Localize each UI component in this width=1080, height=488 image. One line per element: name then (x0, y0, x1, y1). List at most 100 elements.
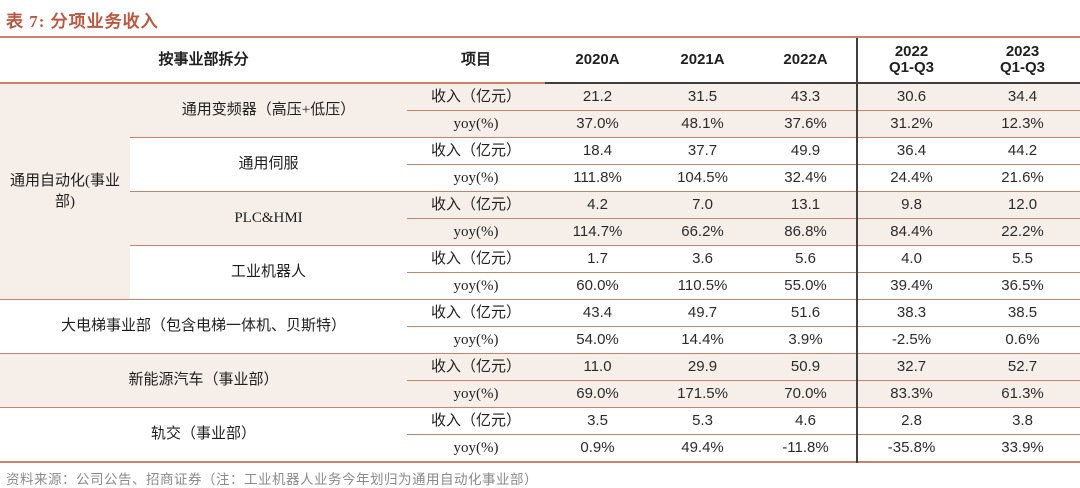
value-cell: 5.5 (965, 245, 1080, 273)
value-cell: 14.4% (650, 326, 756, 354)
metric-label-yoy: yoy(%) (407, 272, 546, 300)
value-cell: 37.6% (755, 110, 858, 138)
table-row: 通用伺服 收入（亿元） 18.4 37.7 49.9 36.4 44.2 (0, 137, 1080, 192)
table-row: PLC&HMI 收入（亿元） 4.2 7.0 13.1 9.8 12.0 (0, 191, 1080, 246)
value-cell: 13.1 (755, 191, 858, 219)
source-note: 资料来源：公司公告、招商证券（注：工业机器人业务今年划归为通用自动化事业部） (6, 472, 538, 487)
table-row: yoy(%) 54.0% 14.4% 3.9% -2.5% 0.6% (0, 326, 1080, 354)
metric-label-yoy: yoy(%) (407, 434, 546, 462)
value-cell: 38.5 (965, 299, 1080, 327)
value-cell: 3.6 (650, 245, 756, 273)
table-row: 工业机器人 收入（亿元） 1.7 3.6 5.6 4.0 5.5 (0, 245, 1080, 300)
metric-label-yoy: yoy(%) (407, 164, 546, 192)
value-cell: 104.5% (650, 164, 756, 192)
value-cell: 37.0% (545, 110, 651, 138)
value-cell: 22.2% (965, 218, 1080, 246)
segment-label-servo: 通用伺服 (130, 137, 408, 192)
value-cell: 3.8 (965, 407, 1080, 435)
table-row: yoy(%) 69.0% 171.5% 70.0% 83.3% 61.3% (0, 380, 1080, 408)
value-cell: 21.2 (545, 83, 651, 111)
value-cell: 49.4% (650, 434, 756, 462)
value-cell: 84.4% (856, 218, 966, 246)
value-cell: 4.0 (856, 245, 966, 273)
value-cell: 114.7% (545, 218, 651, 246)
value-cell: 51.6 (755, 299, 858, 327)
segment-label-elevator: 大电梯事业部（包含电梯一体机、贝斯特） (0, 299, 408, 354)
value-cell: 70.0% (755, 380, 858, 408)
segment-label-rail: 轨交（事业部） (0, 407, 408, 462)
value-cell: 37.7 (650, 137, 756, 165)
value-cell: 0.6% (965, 326, 1080, 354)
value-cell: 2.8 (856, 407, 966, 435)
metric-label-revenue: 收入（亿元） (407, 407, 546, 435)
value-cell: 83.3% (856, 380, 966, 408)
value-cell: 12.3% (965, 110, 1080, 138)
value-cell: 38.3 (856, 299, 966, 327)
table-title: 表 7: 分项业务收入 (0, 0, 1080, 38)
metric-label-yoy: yoy(%) (407, 110, 546, 138)
header-row: 按事业部拆分 项目 2020A 2021A 2022A 2022 Q1-Q3 2… (0, 38, 1080, 84)
revenue-table: 按事业部拆分 项目 2020A 2021A 2022A 2022 Q1-Q3 2… (0, 38, 1080, 463)
value-cell: 21.6% (965, 164, 1080, 192)
value-cell: 5.6 (755, 245, 858, 273)
value-cell: 111.8% (545, 164, 651, 192)
header-cell-item: 项目 (407, 38, 546, 84)
value-cell: -2.5% (856, 326, 966, 354)
segment-label-robot: 工业机器人 (130, 245, 408, 300)
table-row: 轨交（事业部） 收入（亿元） 3.5 5.3 4.6 2.8 3.8 (0, 407, 1080, 462)
table-row: 大电梯事业部（包含电梯一体机、贝斯特） 收入（亿元） 43.4 49.7 51.… (0, 299, 1080, 354)
value-cell: 29.9 (650, 353, 756, 381)
header-cell-2022a: 2022A (755, 38, 858, 84)
value-cell: 69.0% (545, 380, 651, 408)
value-cell: 33.9% (965, 434, 1080, 462)
value-cell: 48.1% (650, 110, 756, 138)
metric-label-revenue: 收入（亿元） (407, 83, 546, 111)
group-label-automation: 通用自动化(事业部) (0, 83, 130, 300)
metric-label-revenue: 收入（亿元） (407, 137, 546, 165)
value-cell: 12.0 (965, 191, 1080, 219)
segment-label-nev: 新能源汽车（事业部） (0, 353, 408, 408)
header-cell-2022q1q3: 2022 Q1-Q3 (856, 38, 966, 84)
value-cell: 66.2% (650, 218, 756, 246)
value-cell: 3.9% (755, 326, 858, 354)
value-cell: 86.8% (755, 218, 858, 246)
header-cell-2021a: 2021A (650, 38, 756, 84)
header-2022q-period: Q1-Q3 (889, 59, 935, 76)
value-cell: -35.8% (856, 434, 966, 462)
metric-label-revenue: 收入（亿元） (407, 353, 546, 381)
value-cell: 31.2% (856, 110, 966, 138)
table-row: yoy(%) 37.0% 48.1% 37.6% 31.2% 12.3% (0, 110, 1080, 138)
header-2023q-period: Q1-Q3 (1000, 59, 1046, 76)
header-cell-2020a: 2020A (545, 38, 651, 84)
value-cell: 61.3% (965, 380, 1080, 408)
value-cell: 39.4% (856, 272, 966, 300)
metric-label-revenue: 收入（亿元） (407, 299, 546, 327)
value-cell: 60.0% (545, 272, 651, 300)
metric-label-yoy: yoy(%) (407, 218, 546, 246)
value-cell: 4.2 (545, 191, 651, 219)
table-row: yoy(%) 60.0% 110.5% 55.0% 39.4% 36.5% (0, 272, 1080, 300)
value-cell: 4.6 (755, 407, 858, 435)
header-2023q-year: 2023 (1005, 42, 1040, 60)
value-cell: 24.4% (856, 164, 966, 192)
value-cell: 9.8 (856, 191, 966, 219)
value-cell: 49.7 (650, 299, 756, 327)
metric-label-yoy: yoy(%) (407, 326, 546, 354)
metric-label-yoy: yoy(%) (407, 380, 546, 408)
value-cell: 52.7 (965, 353, 1080, 381)
value-cell: -11.8% (755, 434, 858, 462)
metric-label-revenue: 收入（亿元） (407, 191, 546, 219)
value-cell: 30.6 (856, 83, 966, 111)
header-cell-split: 按事业部拆分 (0, 38, 408, 84)
value-cell: 171.5% (650, 380, 756, 408)
value-cell: 110.5% (650, 272, 756, 300)
value-cell: 43.3 (755, 83, 858, 111)
table-row: yoy(%) 111.8% 104.5% 32.4% 24.4% 21.6% (0, 164, 1080, 192)
header-cell-2023q1q3: 2023 Q1-Q3 (965, 38, 1080, 84)
table-row: yoy(%) 0.9% 49.4% -11.8% -35.8% 33.9% (0, 434, 1080, 462)
value-cell: 32.7 (856, 353, 966, 381)
segment-label-inverter: 通用变频器（高压+低压） (130, 83, 408, 138)
value-cell: 55.0% (755, 272, 858, 300)
value-cell: 11.0 (545, 353, 651, 381)
value-cell: 1.7 (545, 245, 651, 273)
